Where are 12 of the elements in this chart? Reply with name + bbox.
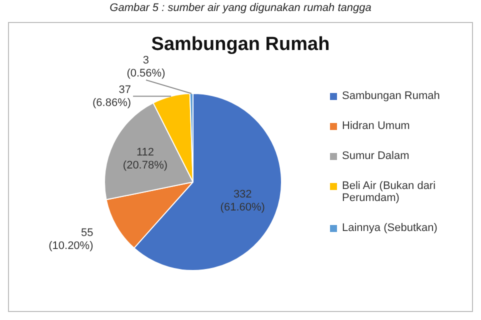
legend-label: Sumur Dalam [342, 150, 410, 162]
data-label: 112 (20.78%) [122, 146, 168, 172]
data-label: 3 (0.56%) [126, 54, 166, 80]
data-label: 332 (61.60%) [220, 188, 265, 214]
legend-label: Lainnya (Sebutkan) [342, 222, 438, 234]
legend-label: Sambungan Rumah [342, 90, 440, 102]
legend-label: Beli Air (Bukan dari Perumdam) [342, 180, 437, 204]
chart-title: Sambungan Rumah [150, 34, 331, 56]
legend-label: Hidran Umum [342, 120, 410, 132]
data-label: 55 (10.20%) [48, 226, 94, 252]
data-label: 37 (6.86%) [92, 84, 132, 109]
text: Gambar 5 : sumber air yang digunakan rumah tangga [108, 2, 372, 14]
